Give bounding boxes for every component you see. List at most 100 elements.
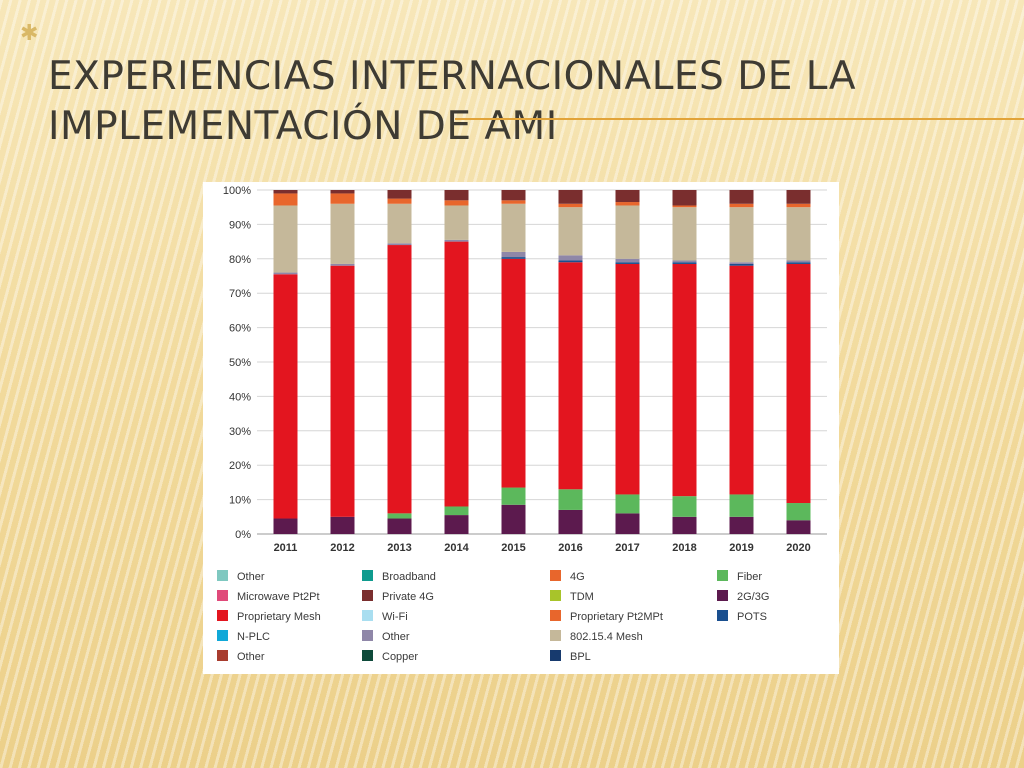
bar-segment-proprietary-pt2mpt [444, 200, 469, 206]
bar-segment-pots [786, 262, 811, 264]
bar-segment-proprietary-pt2mpt [387, 198, 412, 204]
legend-label: 4G [570, 571, 585, 583]
bar-segment-private-4g [444, 190, 469, 201]
bar-segment-private-4g [672, 190, 697, 206]
bar-segment-other [501, 251, 526, 258]
title-accent-rule [455, 118, 1024, 120]
legend-item: Wi-Fi [362, 610, 408, 626]
x-tick-label: 2016 [558, 542, 582, 554]
bar-segment-proprietary-pt2mpt [729, 203, 754, 208]
legend-label: Proprietary Mesh [237, 611, 321, 623]
bar-segment-private-4g [387, 190, 412, 199]
legend-swatch [717, 570, 728, 581]
x-tick-label: 2012 [330, 542, 354, 554]
bar-segment-proprietary-mesh [273, 274, 298, 519]
bar-segment-proprietary-pt2mpt [615, 202, 640, 206]
bar-segment-2g-3g [729, 516, 754, 534]
bar-segment-other [615, 258, 640, 263]
legend-label: N-PLC [237, 631, 271, 643]
stacked-bar-chart: 0%10%20%30%40%50%60%70%80%90%100% 2011 20… [223, 185, 827, 554]
bar-segment-2g-3g [330, 516, 355, 534]
bar-segment-private-4g [501, 190, 526, 201]
bar-segment-802-15-4-mesh [387, 203, 412, 244]
y-tick-label: 100% [223, 185, 251, 197]
bar-segment-fiber [615, 494, 640, 514]
legend-label: Other [237, 571, 265, 583]
legend-swatch [217, 570, 228, 581]
legend-swatch [362, 570, 373, 581]
bar-segment-802-15-4-mesh [786, 207, 811, 261]
legend-label: Other [382, 631, 410, 643]
bar-segment-private-4g [330, 190, 355, 194]
legend-label: Broadband [382, 571, 436, 583]
x-tick-label: 2013 [387, 542, 411, 554]
bar-segment-802-15-4-mesh [330, 203, 355, 264]
bar-segment-2g-3g [501, 504, 526, 534]
legend-label: Wi-Fi [382, 611, 408, 623]
legend-swatch [362, 590, 373, 601]
bar-segment-proprietary-mesh [501, 258, 526, 488]
star-ornament-icon: ✱ [20, 20, 39, 45]
bar-segment-802-15-4-mesh [729, 207, 754, 263]
bar-segment-proprietary-mesh [444, 241, 469, 507]
legend-swatch [550, 610, 561, 621]
bar-segment-fiber [672, 496, 697, 517]
bar-segment-private-4g [615, 190, 640, 203]
bar-segment-proprietary-mesh [786, 263, 811, 504]
y-tick-label: 30% [229, 426, 251, 438]
bar-segment-fiber [558, 489, 583, 510]
bar-segment-proprietary-pt2mpt [501, 200, 526, 204]
bar-segment-pots [729, 263, 754, 266]
x-tick-label: 2014 [444, 542, 469, 554]
bar-segment-fiber [444, 506, 469, 516]
legend-swatch [550, 630, 561, 641]
y-tick-label: 50% [229, 357, 251, 369]
y-tick-label: 20% [229, 460, 251, 472]
legend-label: Microwave Pt2Pt [237, 591, 320, 603]
bar-segment-private-4g [558, 190, 583, 204]
bar-segment-2g-3g [558, 509, 583, 534]
x-axis-ticks: 2011 2012 2013 2014 2015 2016 2017 2018 2019 2020 [274, 542, 811, 554]
legend-item: N-PLC [217, 630, 270, 646]
y-tick-label: 0% [235, 529, 251, 541]
bar-segment-pots [615, 262, 640, 264]
bar-segment-other [330, 263, 355, 266]
legend-item: Microwave Pt2Pt [217, 590, 320, 606]
legend-item: Broadband [362, 570, 436, 586]
bar-segment-other [558, 255, 583, 261]
bar-segment-2g-3g [387, 518, 412, 534]
bar-segment-private-4g [273, 190, 298, 194]
legend-swatch [362, 650, 373, 661]
bar-segment-proprietary-mesh [729, 265, 754, 495]
legend-item: 802.15.4 Mesh [550, 630, 643, 646]
y-tick-label: 40% [229, 391, 251, 403]
bar-segment-other [672, 260, 697, 263]
legend-item: POTS [717, 610, 767, 626]
bar-segment-proprietary-mesh [558, 262, 583, 490]
bar-segment-proprietary-pt2mpt [672, 205, 697, 208]
slide-title-line-1: Experiencias internacionales de la [48, 54, 857, 99]
bar-segment-other [444, 239, 469, 242]
x-tick-label: 2017 [615, 542, 639, 554]
x-tick-label: 2018 [672, 542, 696, 554]
slide-title: Experiencias internacionales de la imple… [48, 52, 856, 152]
legend-label: 2G/3G [737, 591, 770, 603]
y-tick-label: 10% [229, 495, 251, 507]
legend-swatch [362, 610, 373, 621]
legend-item: 4G [550, 570, 585, 586]
x-tick-label: 2019 [729, 542, 753, 554]
legend-swatch [550, 590, 561, 601]
legend-label: Proprietary Pt2MPt [570, 611, 663, 623]
bar-segment-2g-3g [786, 520, 811, 534]
y-tick-label: 70% [229, 288, 251, 300]
legend-swatch [717, 610, 728, 621]
legend-item: Fiber [717, 570, 762, 586]
x-tick-label: 2015 [501, 542, 525, 554]
bar-segment-2g-3g [615, 513, 640, 534]
legend-item: Other [217, 650, 265, 666]
legend-item: 2G/3G [717, 590, 769, 606]
bar-segment-802-15-4-mesh [558, 207, 583, 256]
legend-item: Other [362, 630, 410, 646]
bar-segment-fiber [501, 487, 526, 505]
legend-swatch [217, 630, 228, 641]
